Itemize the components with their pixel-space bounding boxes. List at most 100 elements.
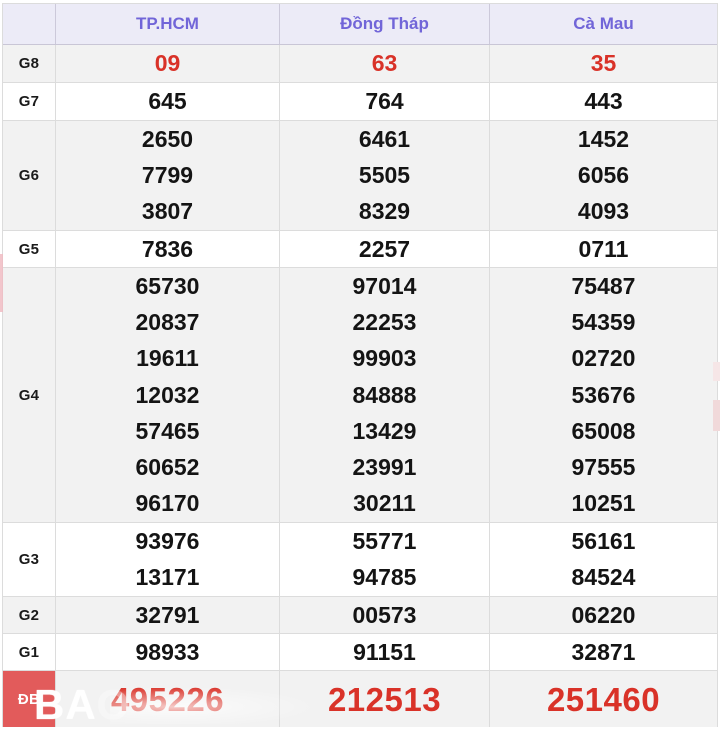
prize-number: 1452 (577, 125, 630, 152)
column-header-ca-mau-label[interactable]: Cà Mau (573, 14, 634, 33)
prize-cell: 06220 (490, 597, 717, 633)
prize-number: 2257 (358, 235, 411, 262)
prize-number: 13429 (352, 417, 417, 444)
prize-cell: 32871 (490, 634, 717, 670)
prize-label-cell: G2 (3, 597, 56, 633)
prize-number: 00573 (352, 601, 417, 628)
column-header-tphcm-label[interactable]: TP.HCM (136, 14, 199, 33)
column-header-dong-thap[interactable]: Đồng Tháp (280, 4, 490, 44)
prize-number: 65008 (571, 417, 636, 444)
prize-number: 84524 (571, 564, 636, 591)
prize-cell: 0711 (490, 231, 717, 267)
prize-cell: 251460 (490, 671, 717, 727)
prize-label-cell: G4 (3, 268, 56, 522)
prize-number: 13171 (135, 564, 200, 591)
prize-row-db: ĐB 495226 212513 251460 (3, 671, 717, 727)
prize-number: 97555 (571, 454, 636, 481)
prize-number: 7836 (141, 235, 194, 262)
prize-number: 56161 (571, 527, 636, 554)
prize-row-g8: G8 09 63 35 (3, 45, 717, 83)
prize-number: 96170 (135, 490, 200, 517)
prize-number: 8329 (358, 198, 411, 225)
prize-label: G3 (18, 551, 40, 568)
prize-number: 23991 (352, 454, 417, 481)
prize-number: 6461 (358, 125, 411, 152)
prize-cell: 1452 6056 4093 (490, 121, 717, 230)
prize-cell: 93976 13171 (56, 523, 280, 596)
prize-number: 65730 (135, 272, 200, 299)
prize-number: 251460 (546, 680, 661, 718)
prize-cell: 2257 (280, 231, 490, 267)
prize-number: 35 (590, 50, 617, 76)
prize-number: 93976 (135, 527, 200, 554)
prize-number: 97014 (352, 272, 417, 299)
prize-number: 19611 (136, 345, 199, 372)
prize-number: 2650 (141, 125, 194, 152)
prize-number: 443 (584, 88, 623, 114)
prize-cell: 443 (490, 83, 717, 120)
prize-number: 6056 (577, 161, 630, 188)
prize-number: 0711 (578, 235, 629, 262)
prize-number: 75487 (571, 272, 636, 299)
prize-cell: 75487 54359 02720 53676 65008 97555 10251 (490, 268, 717, 522)
prize-number: 91151 (353, 638, 416, 665)
prize-cell: 55771 94785 (280, 523, 490, 596)
prize-number: 32871 (571, 638, 636, 665)
prize-cell: 56161 84524 (490, 523, 717, 596)
prize-cell: 2650 7799 3807 (56, 121, 280, 230)
prize-cell: 91151 (280, 634, 490, 670)
prize-number: 57465 (135, 417, 200, 444)
prize-cell: 65730 20837 19611 12032 57465 60652 96170 (56, 268, 280, 522)
prize-label: G4 (18, 386, 40, 404)
prize-number: 30211 (353, 490, 416, 517)
prize-number: 84888 (352, 381, 417, 408)
prize-cell: 212513 (280, 671, 490, 727)
prize-number: 212513 (327, 680, 442, 718)
prize-number: 94785 (352, 564, 417, 591)
prize-cell: 00573 (280, 597, 490, 633)
prize-row-g1: G1 98933 91151 32871 (3, 634, 717, 671)
prize-number: 7799 (141, 161, 194, 188)
column-header-tphcm[interactable]: TP.HCM (56, 4, 280, 44)
prize-label-cell: ĐB (3, 671, 56, 727)
prize-row-g7: G7 645 764 443 (3, 83, 717, 121)
prize-label: G7 (18, 93, 40, 110)
prize-cell: 764 (280, 83, 490, 120)
prize-cell: 7836 (56, 231, 280, 267)
prize-label: G1 (18, 643, 40, 661)
prize-number: 63 (371, 50, 398, 76)
prize-number: 98933 (135, 638, 200, 665)
prize-number: 06220 (571, 601, 636, 628)
prize-cell: 63 (280, 45, 490, 82)
prize-number: 22253 (352, 308, 417, 335)
column-header-ca-mau[interactable]: Cà Mau (490, 4, 717, 44)
prize-row-g2: G2 32791 00573 06220 (3, 597, 717, 634)
prize-number: 645 (148, 88, 187, 114)
prize-label-cell: G3 (3, 523, 56, 596)
prize-number: 09 (154, 50, 181, 76)
prize-label: G8 (18, 55, 40, 72)
prize-label: ĐB (17, 690, 41, 708)
prize-row-g4: G4 65730 20837 19611 12032 57465 60652 96170 970… (3, 268, 717, 523)
prize-cell: 09 (56, 45, 280, 82)
prize-row-g6: G6 2650 7799 3807 6461 5505 8329 1452 6056 4093 (3, 121, 717, 231)
prize-label: G6 (18, 167, 40, 184)
prize-number: 99903 (352, 345, 417, 372)
prize-label-cell: G7 (3, 83, 56, 120)
prize-label-cell: G8 (3, 45, 56, 82)
prize-number: 02720 (571, 345, 636, 372)
prize-cell: 495226 (56, 671, 280, 727)
prize-label: G5 (18, 240, 40, 258)
prize-cell: 32791 (56, 597, 280, 633)
prize-number: 53676 (571, 381, 636, 408)
prize-number: 5505 (358, 161, 411, 188)
prize-number: 54359 (571, 308, 636, 335)
prize-row-g5: G5 7836 2257 0711 (3, 231, 717, 268)
prize-number: 20837 (135, 308, 200, 335)
column-header-dong-thap-label[interactable]: Đồng Tháp (340, 14, 429, 33)
prize-number: 60652 (135, 454, 200, 481)
prize-cell: 98933 (56, 634, 280, 670)
prize-cell: 97014 22253 99903 84888 13429 23991 30211 (280, 268, 490, 522)
prize-label-cell: G5 (3, 231, 56, 267)
prize-number: 4093 (577, 198, 630, 225)
